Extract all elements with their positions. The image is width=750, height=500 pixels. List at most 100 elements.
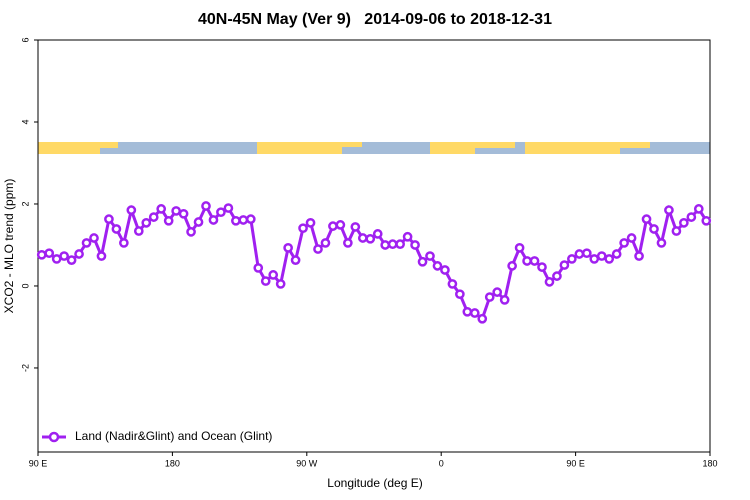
x-tick-label: 180 bbox=[702, 458, 717, 468]
data-point bbox=[66, 255, 77, 265]
data-point bbox=[656, 238, 667, 248]
data-point bbox=[462, 306, 473, 317]
data-point bbox=[148, 212, 159, 222]
data-point bbox=[44, 248, 55, 259]
data-point bbox=[178, 208, 189, 219]
data-point bbox=[231, 215, 241, 226]
data-point bbox=[290, 255, 301, 265]
data-point bbox=[492, 287, 503, 297]
data-point bbox=[619, 238, 629, 248]
data-point bbox=[126, 205, 137, 215]
land-ocean-strip bbox=[38, 142, 710, 154]
data-point bbox=[313, 244, 323, 254]
data-point bbox=[171, 206, 181, 216]
data-point bbox=[552, 271, 562, 281]
data-point bbox=[283, 242, 293, 253]
data-point bbox=[320, 238, 331, 248]
data-point bbox=[193, 217, 204, 227]
data-point bbox=[119, 238, 129, 248]
data-point bbox=[477, 313, 488, 324]
data-point bbox=[74, 249, 84, 259]
data-point bbox=[664, 205, 674, 215]
x-tick-label: 0 bbox=[439, 458, 444, 468]
data-point bbox=[507, 261, 517, 271]
data-point bbox=[686, 212, 697, 222]
legend-marker bbox=[48, 431, 60, 443]
data-point bbox=[133, 226, 144, 236]
data-point bbox=[89, 233, 99, 243]
y-tick-label: 4 bbox=[20, 119, 30, 124]
data-point bbox=[701, 215, 712, 226]
data-point bbox=[350, 222, 361, 232]
data-point bbox=[216, 207, 226, 218]
data-point bbox=[581, 248, 592, 259]
data-point bbox=[522, 256, 532, 266]
data-point bbox=[260, 276, 271, 286]
data-point bbox=[529, 256, 540, 266]
data-point bbox=[469, 308, 480, 318]
data-point bbox=[574, 249, 585, 259]
data-point bbox=[402, 231, 413, 242]
data-point bbox=[499, 295, 510, 305]
data-point bbox=[208, 215, 219, 225]
data-point bbox=[335, 220, 346, 230]
data-point bbox=[387, 239, 398, 250]
data-point bbox=[544, 277, 555, 287]
data-point bbox=[514, 242, 525, 253]
data-point bbox=[537, 262, 547, 272]
data-point bbox=[567, 254, 577, 264]
data-point bbox=[484, 292, 495, 302]
x-tick-label: 90 E bbox=[29, 458, 48, 468]
y-tick-label: 0 bbox=[20, 283, 30, 288]
data-point bbox=[253, 263, 264, 273]
data-point bbox=[268, 270, 279, 280]
data-point bbox=[634, 251, 644, 261]
data-point bbox=[641, 214, 652, 224]
data-point bbox=[81, 238, 92, 248]
x-axis-label: Longitude (deg E) bbox=[327, 476, 422, 490]
data-point bbox=[111, 224, 122, 234]
data-point bbox=[410, 240, 420, 250]
data-point bbox=[59, 251, 69, 261]
data-point bbox=[156, 204, 167, 214]
chart-title: 40N-45N May (Ver 9) 2014-09-06 to 2018-1… bbox=[198, 11, 552, 28]
data-point bbox=[679, 217, 689, 228]
y-tick-label: -2 bbox=[20, 364, 30, 372]
data-point bbox=[201, 201, 211, 211]
data-point bbox=[604, 254, 615, 264]
data-point bbox=[245, 214, 256, 224]
data-point bbox=[328, 221, 338, 231]
data-point bbox=[417, 256, 428, 267]
data-point bbox=[440, 265, 450, 275]
data-point bbox=[343, 238, 353, 248]
data-point bbox=[626, 233, 637, 243]
data-point bbox=[671, 226, 682, 236]
x-tick-label: 90 E bbox=[566, 458, 585, 468]
data-point bbox=[96, 251, 107, 261]
x-tick-label: 90 W bbox=[296, 458, 318, 468]
data-point bbox=[163, 215, 174, 226]
data-point bbox=[36, 249, 47, 260]
data-point bbox=[141, 217, 152, 228]
data-point bbox=[298, 223, 308, 234]
data-point bbox=[447, 279, 458, 289]
data-point bbox=[223, 203, 234, 213]
data-point bbox=[357, 233, 368, 243]
data-point bbox=[51, 254, 62, 264]
data-point bbox=[186, 227, 196, 237]
data-point bbox=[559, 260, 570, 270]
y-axis-label: XCO2 - MLO trend (ppm) bbox=[2, 179, 16, 314]
x-tick-label: 180 bbox=[165, 458, 180, 468]
data-point bbox=[589, 254, 600, 264]
data-point bbox=[104, 214, 114, 224]
data-point bbox=[395, 239, 405, 250]
data-point bbox=[275, 279, 286, 289]
data-point bbox=[380, 240, 391, 250]
plot-frame bbox=[37, 39, 711, 453]
data-point bbox=[649, 224, 659, 234]
data-point bbox=[693, 204, 704, 214]
data-point bbox=[372, 229, 383, 239]
data-point bbox=[611, 249, 622, 259]
legend: Land (Nadir&Glint) and Ocean (Glint) bbox=[42, 429, 272, 443]
